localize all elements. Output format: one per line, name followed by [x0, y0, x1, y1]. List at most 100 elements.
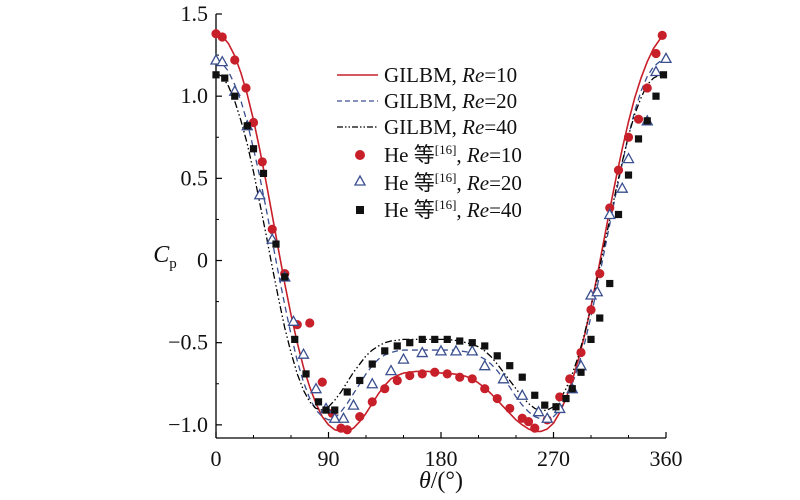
legend-background: [330, 58, 578, 230]
data-point-he-circle: [380, 384, 390, 394]
data-point-he-square: [381, 347, 389, 355]
data-point-he-circle: [367, 397, 377, 407]
data-point-he-square: [518, 373, 526, 381]
data-point-he-circle: [455, 372, 465, 382]
y-axis-title-sub: p: [169, 256, 177, 272]
data-point-he-square: [614, 210, 623, 219]
legend-entry-he-re40: He 等[16], Re=40: [356, 197, 522, 222]
data-point-he-triangle: [337, 411, 350, 423]
data-point-he-circle: [430, 367, 440, 377]
data-point-he-triangle: [216, 55, 229, 67]
data-point-he-square: [493, 352, 501, 360]
data-point-he-circle: [442, 369, 452, 379]
data-point-he-circle: [248, 117, 259, 128]
data-point-he-circle: [633, 114, 644, 124]
data-point-he-triangle: [649, 65, 663, 77]
data-point-he-circle: [217, 32, 227, 42]
data-point-he-square: [212, 71, 220, 79]
data-point-he-square: [587, 335, 595, 343]
data-point-he-circle: [605, 203, 615, 213]
data-point-he-square: [568, 385, 576, 393]
x-axis-title-unit: /(°): [431, 468, 463, 494]
data-point-he-square: [562, 394, 570, 403]
data-point-he-square: [221, 74, 229, 82]
data-point-he-square: [506, 362, 514, 370]
data-point-he-circle: [305, 318, 315, 328]
data-point-he-triangle: [309, 382, 323, 394]
data-point-he-square: [541, 401, 549, 409]
data-point-he-square: [643, 117, 651, 125]
data-point-he-circle: [230, 55, 240, 65]
data-point-he-square: [249, 145, 258, 153]
data-point-he-circle: [317, 377, 327, 387]
data-point-he-square: [431, 335, 439, 343]
data-point-he-square: [481, 342, 489, 350]
data-point-he-circle: [657, 30, 667, 40]
data-point-he-circle: [505, 403, 515, 414]
data-point-he-triangle: [541, 411, 554, 423]
data-point-he-square: [393, 342, 401, 350]
data-point-he-circle: [523, 416, 534, 427]
data-point-he-circle: [565, 374, 575, 384]
data-point-he-triangle: [297, 347, 310, 359]
data-point-he-triangle: [209, 53, 223, 65]
data-point-he-circle: [492, 393, 502, 404]
data-point-he-triangle: [253, 188, 266, 200]
data-point-he-triangle: [532, 405, 545, 417]
data-point-he-square: [231, 92, 239, 100]
legend-label-he-re10: He 等[16], Re=10: [384, 142, 522, 167]
data-point-he-square: [243, 122, 251, 130]
data-point-he-square: [634, 135, 643, 143]
data-point-he-triangle: [384, 364, 398, 376]
data-point-he-square: [418, 335, 426, 343]
data-point-he-square: [343, 388, 351, 396]
data-point-he-circle: [342, 425, 352, 435]
legend-entry-gilbm-re10: GILBM, Re=10: [337, 63, 517, 87]
data-point-he-circle: [623, 132, 634, 142]
data-point-he-triangle: [497, 372, 510, 384]
data-point-he-square: [659, 71, 668, 79]
legend-label-gilbm-re10: GILBM, Re=10: [384, 63, 517, 87]
legend: GILBM, Re=10 GILBM, Re=20 GILBM, Re=40 H…: [330, 58, 578, 230]
legend-marker-he-re10: [355, 150, 365, 160]
data-point-he-triangle: [287, 314, 300, 326]
legend-label-gilbm-re20: GILBM, Re=20: [384, 89, 517, 113]
x-tick-label: 270: [537, 446, 570, 471]
legend-entry-gilbm-re20: GILBM, Re=20: [337, 89, 517, 113]
x-tick-label: 180: [425, 446, 458, 471]
legend-entry-he-re10: He 等[16], Re=10: [355, 142, 522, 167]
data-point-he-circle: [405, 370, 415, 381]
x-axis-title: θ/(°): [419, 468, 463, 494]
data-point-he-square: [259, 169, 268, 178]
data-point-he-triangle: [659, 52, 673, 64]
data-point-he-triangle: [328, 411, 341, 423]
data-point-he-triangle: [478, 359, 491, 371]
data-point-he-square: [531, 391, 539, 399]
data-point-he-square: [406, 339, 414, 347]
data-point-he-circle: [267, 224, 277, 234]
data-point-he-triangle: [622, 152, 635, 164]
data-point-he-circle: [257, 157, 267, 167]
data-point-he-triangle: [449, 344, 463, 356]
x-axis-title-theta: θ: [419, 468, 431, 494]
data-point-he-triangle: [397, 352, 410, 364]
ticks: 0 90 180 270 360 −1.0 −0.5 0 0.5 1.0 1.5: [168, 1, 682, 471]
data-point-he-square: [606, 279, 614, 288]
x-tick-label: 0: [211, 446, 222, 471]
data-point-he-square: [331, 406, 339, 414]
data-point-he-triangle: [616, 181, 629, 193]
data-point-he-square: [596, 314, 604, 322]
data-point-he-triangle: [466, 344, 479, 356]
legend-label-gilbm-re40: GILBM, Re=40: [384, 115, 517, 139]
data-point-he-circle: [642, 83, 652, 93]
data-point-he-circle: [530, 423, 540, 433]
data-point-he-circle: [417, 369, 427, 379]
data-point-he-triangle: [516, 388, 529, 400]
data-point-he-square: [652, 92, 660, 100]
data-point-he-circle: [467, 374, 477, 384]
data-point-he-square: [281, 273, 289, 281]
data-point-he-circle: [555, 392, 565, 402]
data-point-he-circle: [651, 48, 661, 59]
y-tick-label: −0.5: [168, 330, 208, 355]
